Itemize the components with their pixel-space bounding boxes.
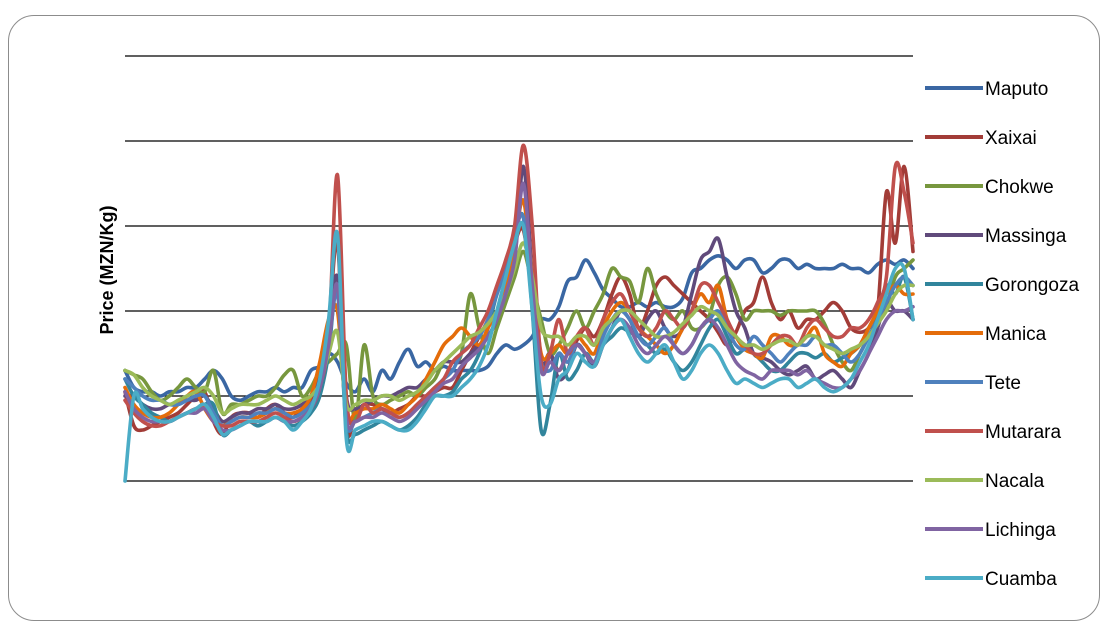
legend-label: Mutarara [985,422,1061,443]
legend-label: Tete [985,373,1021,394]
legend-item-manica: Manica [925,324,1047,345]
legend-item-chokwe: Chokwe [925,177,1054,198]
legend-label: Chokwe [985,177,1054,198]
legend-item-lichinga: Lichinga [925,520,1056,541]
legend-label: Maputo [985,79,1048,100]
legend-item-tete: Tete [925,373,1021,394]
legend-item-xaixai: Xaixai [925,128,1037,149]
series-line-chokwe [123,249,915,424]
legend-item-maputo: Maputo [925,79,1048,100]
legend-label: Manica [985,324,1047,345]
legend-item-mutarara: Mutarara [925,422,1061,443]
legend-item-gorongoza: Gorongoza [925,275,1079,296]
legend-label: Nacala [985,471,1045,492]
legend-item-nacala: Nacala [925,471,1045,492]
legend-item-massinga: Massinga [925,226,1067,247]
legend-label: Lichinga [985,520,1056,541]
y-axis-label: Price (MZN/Kg) [97,205,117,334]
series-line-nacala [123,241,915,416]
series-line-maputo [123,254,915,403]
series-lines [123,143,915,483]
series-line-lichinga [123,181,915,433]
legend-label: Massinga [985,226,1067,247]
legend-label: Gorongoza [985,275,1079,296]
legend-item-cuamba: Cuamba [925,569,1057,590]
legend: Maputo Xaixai Chokwe Massinga Gorongoza Manic… [925,79,1079,590]
legend-label: Xaixai [985,128,1037,149]
legend-label: Cuamba [985,569,1057,590]
series-line-cuamba [123,220,915,483]
